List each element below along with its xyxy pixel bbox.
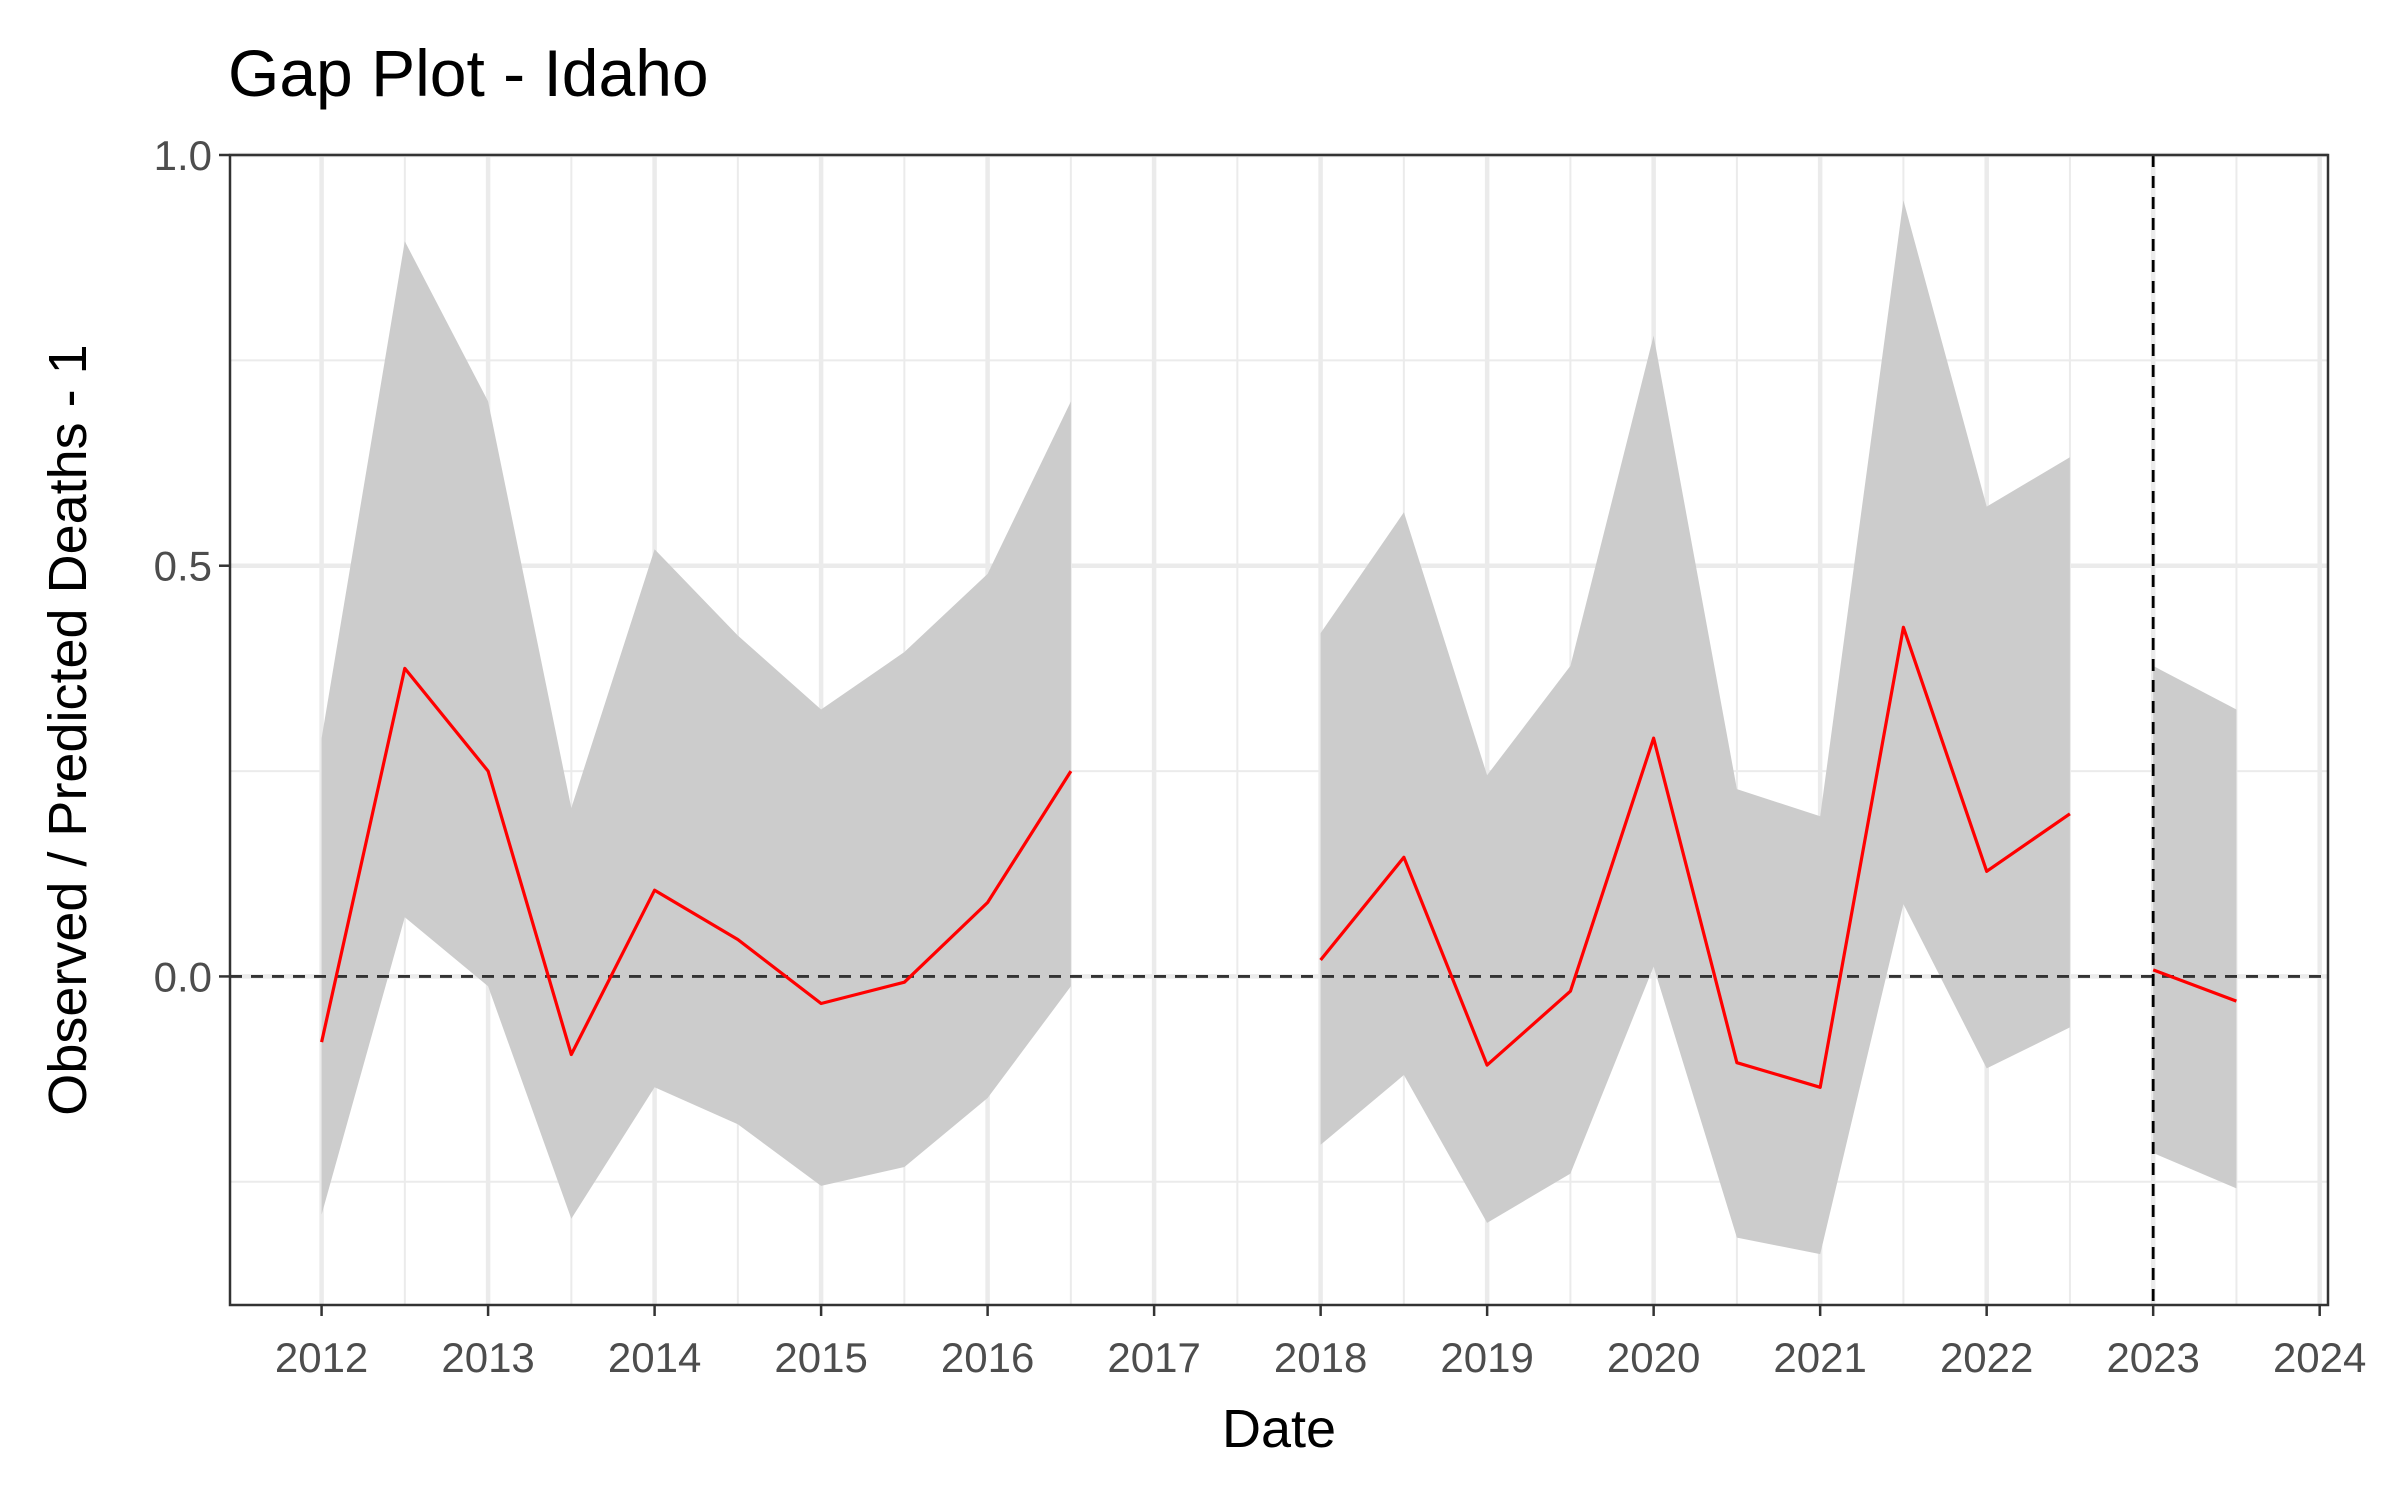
x-tick-label: 2019	[1440, 1334, 1533, 1381]
y-axis-ticks: 0.0 0.5 1.0	[154, 132, 230, 1000]
x-tick-label: 2012	[275, 1334, 368, 1381]
confidence-ribbons	[321, 200, 2237, 1255]
x-tick-label: 2018	[1274, 1334, 1367, 1381]
y-axis-title: Observed / Predicted Deaths - 1	[38, 344, 98, 1115]
y-tick-label: 0.5	[154, 543, 212, 590]
gap-series-line-1	[320, 666, 1073, 1057]
plot-panel-border	[228, 153, 2330, 1307]
x-tick-label: 2015	[774, 1334, 867, 1381]
confidence-ribbon-2	[1320, 200, 2070, 1255]
reference-lines	[230, 155, 2328, 1305]
y-tick-label: 0.0	[154, 953, 212, 1000]
x-tick-label: 2021	[1773, 1334, 1866, 1381]
x-axis-title: Date	[1222, 1399, 1336, 1459]
x-tick-label: 2022	[1940, 1334, 2033, 1381]
confidence-ribbon-3	[2153, 665, 2237, 1189]
gap-series-line-2	[1319, 625, 2071, 1089]
gap-series-line-3	[2152, 968, 2237, 1003]
chart-title: Gap Plot - Idaho	[228, 36, 709, 110]
x-tick-label: 2017	[1107, 1334, 1200, 1381]
confidence-ribbon-1	[321, 241, 1071, 1219]
y-tick-label: 1.0	[154, 132, 212, 179]
x-tick-label: 2013	[441, 1334, 534, 1381]
x-tick-label: 2024	[2273, 1334, 2366, 1381]
x-tick-label: 2020	[1607, 1334, 1700, 1381]
x-tick-label: 2014	[608, 1334, 701, 1381]
x-axis-ticks: 2012 2013 2014 2015 2016 2017 2018 2019 2020 2021…	[275, 1305, 2366, 1381]
series-lines	[320, 625, 2237, 1089]
x-tick-label: 2023	[2106, 1334, 2199, 1381]
x-tick-label: 2016	[941, 1334, 1034, 1381]
